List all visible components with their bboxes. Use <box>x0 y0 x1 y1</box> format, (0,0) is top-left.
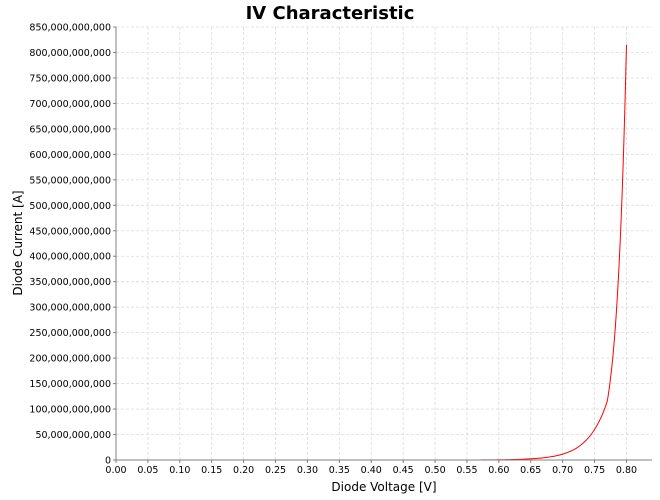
y-tick-label: 250,000,000,000 <box>29 328 111 339</box>
x-tick-label: 0.40 <box>361 465 382 476</box>
y-tick-label: 450,000,000,000 <box>29 226 111 237</box>
x-tick-label: 0.80 <box>616 465 637 476</box>
x-axis-label: Diode Voltage [V] <box>331 480 436 494</box>
y-tick-label: 0 <box>105 456 111 467</box>
x-tick-label: 0.10 <box>169 465 190 476</box>
x-tick-label: 0.45 <box>393 465 414 476</box>
x-tick-label: 0.55 <box>456 465 477 476</box>
y-tick-label: 650,000,000,000 <box>29 124 111 135</box>
y-axis-label: Diode Current [A] <box>11 190 25 295</box>
y-tick-label: 100,000,000,000 <box>29 405 111 416</box>
x-tick-label: 0.20 <box>233 465 254 476</box>
y-tick-label: 500,000,000,000 <box>29 201 111 212</box>
y-tick-label: 800,000,000,000 <box>29 48 111 59</box>
x-tick-label: 0.00 <box>105 465 126 476</box>
y-tick-label: 350,000,000,000 <box>29 277 111 288</box>
x-tick-label: 0.25 <box>265 465 286 476</box>
x-tick-label: 0.15 <box>201 465 222 476</box>
tick-labels: 0.00 0.05 0.10 0.15 0.20 0.25 0.30 0.35 0.40 0.45… <box>29 23 637 477</box>
y-tick-label: 700,000,000,000 <box>29 99 111 110</box>
x-tick-label: 0.35 <box>329 465 350 476</box>
x-tick-label: 0.65 <box>520 465 541 476</box>
y-tick-label: 750,000,000,000 <box>29 73 111 84</box>
y-tick-label: 300,000,000,000 <box>29 303 111 314</box>
plot-area <box>116 27 652 460</box>
x-tick-label: 0.05 <box>137 465 158 476</box>
x-tick-label: 0.50 <box>424 465 445 476</box>
axes <box>113 26 652 463</box>
x-tick-label: 0.70 <box>552 465 573 476</box>
y-tick-label: 50,000,000,000 <box>35 430 111 441</box>
y-tick-label: 600,000,000,000 <box>29 150 111 161</box>
y-tick-label: 200,000,000,000 <box>29 354 111 365</box>
y-tick-label: 550,000,000,000 <box>29 175 111 186</box>
y-tick-label: 400,000,000,000 <box>29 252 111 263</box>
y-tick-label: 150,000,000,000 <box>29 379 111 390</box>
y-tick-label: 850,000,000,000 <box>29 23 111 34</box>
x-tick-label: 0.30 <box>297 465 318 476</box>
x-tick-label: 0.75 <box>584 465 605 476</box>
chart-title: IV Characteristic <box>246 3 415 24</box>
x-tick-label: 0.60 <box>488 465 509 476</box>
